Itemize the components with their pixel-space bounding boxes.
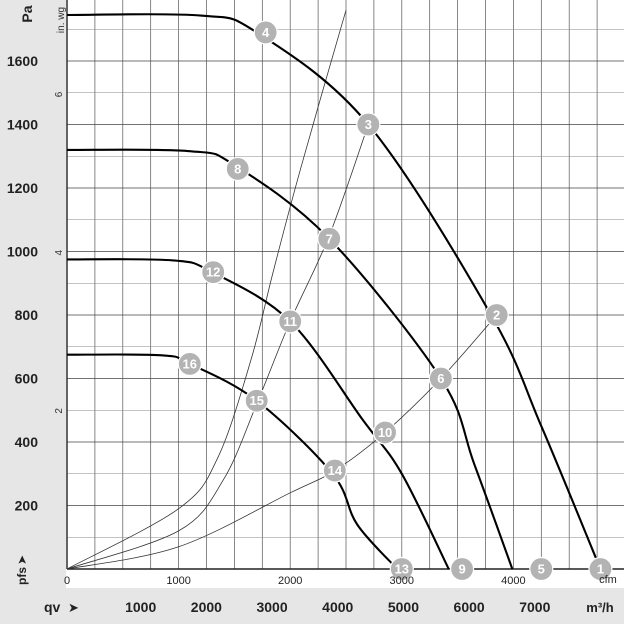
x-tick-label-cfm: 4000: [501, 575, 525, 587]
x-tick-label-m3h: 6000: [454, 599, 485, 615]
operating-point-label: 3: [365, 117, 372, 132]
operating-point-label: 5: [538, 562, 545, 577]
x-tick-label-m3h: 2000: [191, 599, 222, 615]
operating-point-marker: [278, 309, 303, 334]
y-tick-label-pa: 200: [15, 498, 39, 514]
operating-point-label: 8: [234, 161, 241, 176]
y-tick-label-pa: 800: [15, 307, 39, 323]
y-tick-label-pa: 1200: [7, 180, 38, 196]
operating-point-label: 11: [283, 314, 297, 329]
pa-unit-label: Pa: [19, 5, 35, 22]
operating-point-marker: [244, 388, 269, 413]
pfs-axis-label: pfs: [15, 567, 29, 585]
operating-point-label: 15: [249, 393, 263, 408]
x-tick-label-m3h: 5000: [388, 599, 419, 615]
operating-point-label: 6: [437, 371, 444, 386]
m3h-unit-label: m³/h: [586, 600, 614, 615]
operating-point-marker: [588, 556, 613, 582]
operating-point-label: 7: [326, 231, 333, 246]
operating-point-label: 10: [378, 425, 392, 440]
operating-point-marker: [356, 112, 381, 137]
fan-curve: [66, 13, 602, 570]
x-tick-label-m3h: 4000: [322, 599, 353, 615]
plot-area: [66, 0, 624, 570]
qv-axis-label: qv: [44, 599, 61, 615]
y-tick-label-inwg: 2: [54, 408, 65, 414]
operating-point-label: 14: [328, 463, 343, 478]
y-tick-label-inwg: 6: [54, 91, 65, 97]
x-tick-label-cfm: 1000: [166, 575, 190, 587]
operating-point-marker: [389, 556, 414, 582]
operating-point-marker: [253, 20, 278, 45]
bottom-axis-band: [0, 588, 624, 624]
x-tick-label-cfm: 3000: [390, 575, 414, 587]
operating-point-label: 4: [262, 25, 270, 40]
operating-point-label: 13: [395, 562, 409, 577]
x-tick-label-m3h: 1000: [125, 599, 156, 615]
operating-point-marker: [484, 302, 509, 328]
left-axis-band: [0, 0, 66, 624]
pfs-arrow: ➤: [15, 555, 29, 565]
operating-point-marker: [177, 351, 202, 376]
operating-point-marker: [529, 556, 554, 582]
x-tick-label-m3h: 3000: [256, 599, 287, 615]
x-tick-label-cfm: 0: [64, 575, 70, 587]
operating-point-marker: [449, 556, 475, 582]
y-tick-label-inwg: 4: [54, 249, 65, 255]
cfm-unit-label: cfm: [599, 574, 617, 586]
operating-point-marker: [322, 458, 347, 483]
operating-point-label: 1: [597, 562, 604, 577]
operating-point-marker: [201, 260, 226, 285]
qv-arrow: ➤: [68, 600, 79, 615]
y-tick-label-pa: 1600: [7, 53, 38, 69]
operating-point-marker: [225, 156, 250, 182]
y-tick-label-pa: 600: [15, 371, 39, 387]
operating-point-marker: [372, 420, 398, 445]
operating-point-label: 2: [493, 308, 500, 323]
operating-point-label: 16: [183, 356, 197, 371]
operating-point-marker: [428, 366, 453, 391]
y-tick-label-pa: 400: [15, 434, 39, 450]
operating-point-label: 12: [206, 265, 220, 280]
operating-point-marker: [317, 226, 342, 251]
system-curve: [66, 10, 347, 570]
inwg-unit-label: in. wg: [56, 7, 67, 33]
y-tick-label-pa: 1000: [7, 244, 38, 260]
x-tick-label-cfm: 2000: [278, 575, 302, 587]
y-tick-label-pa: 1400: [7, 117, 38, 133]
operating-point-label: 9: [458, 562, 465, 577]
x-tick-label-m3h: 7000: [519, 599, 550, 615]
